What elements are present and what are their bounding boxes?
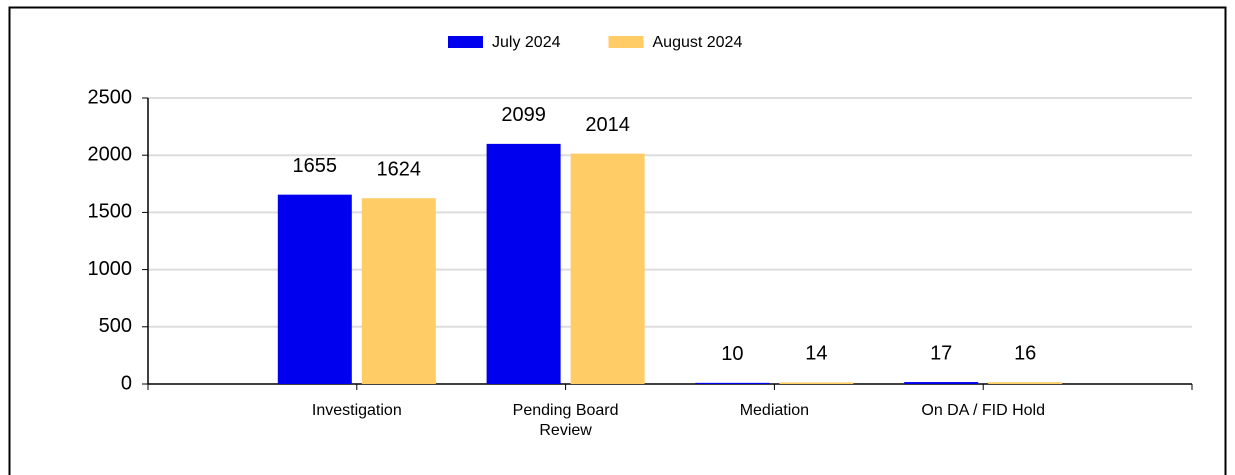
x-tick-label: On DA / FID Hold (921, 402, 1045, 419)
bar (695, 382, 770, 384)
data-label: 1624 (377, 158, 422, 180)
bar (779, 382, 854, 384)
y-tick-label: 2000 (88, 143, 133, 165)
legend-swatch (448, 36, 483, 48)
y-tick-label: 0 (121, 372, 132, 394)
bar (486, 143, 561, 384)
x-tick-label: Investigation (311, 402, 402, 419)
bar (904, 382, 979, 384)
y-tick-label: 500 (99, 315, 132, 337)
data-label: 2099 (501, 104, 546, 126)
bar (988, 382, 1063, 384)
legend-label: August 2024 (653, 34, 743, 51)
bar (277, 194, 352, 384)
bar (570, 153, 645, 384)
data-label: 10 (721, 343, 743, 365)
y-tick-label: 2500 (88, 86, 133, 108)
x-tick-label: Mediation (739, 402, 810, 419)
legend-label: July 2024 (492, 34, 561, 51)
x-tick-label: Pending Board Review (512, 402, 619, 439)
data-label: 17 (930, 342, 952, 364)
legend-swatch (608, 36, 644, 48)
data-label: 2014 (585, 114, 630, 136)
y-tick-label: 1000 (88, 258, 133, 280)
data-label: 1655 (293, 155, 338, 177)
frame (8, 6, 1227, 475)
data-label: 16 (1014, 342, 1036, 364)
bar (361, 198, 436, 384)
data-label: 14 (805, 343, 827, 365)
y-tick-label: 1500 (88, 201, 133, 223)
